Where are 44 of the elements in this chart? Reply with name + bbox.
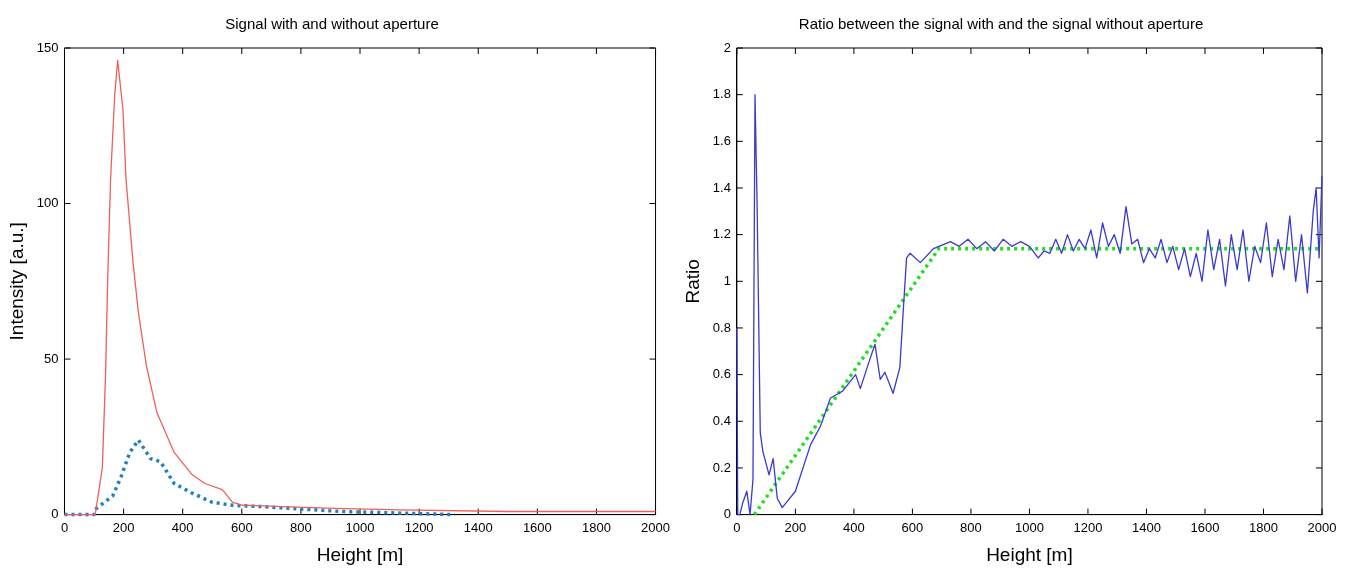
y-tick-label: 150 (36, 39, 59, 55)
y-tick-label: 0.4 (712, 412, 731, 428)
x-tick-label: 1400 (1132, 519, 1161, 535)
x-tick-label: 1600 (1190, 519, 1220, 535)
y-tick-label: 1.8 (712, 86, 731, 102)
x-tick-label: 2000 (1307, 519, 1337, 535)
x-tick-label: 800 (290, 519, 312, 535)
x-tick-label: 400 (171, 519, 194, 535)
y-tick-label: 0.2 (712, 459, 731, 475)
x-tick-label: 1000 (1014, 519, 1044, 535)
x-axis-title: Height [m] (316, 543, 404, 565)
y-tick-label: 1 (723, 272, 731, 288)
y-axis-title: Ratio (681, 259, 703, 304)
x-tick-label: 1600 (522, 519, 552, 535)
chart-title: Signal with and without aperture (225, 15, 439, 33)
y-tick-label: 50 (44, 350, 59, 366)
y-tick-label: 0 (51, 506, 59, 522)
x-tick-label: 1200 (1073, 519, 1103, 535)
x-tick-label: 2000 (641, 519, 670, 535)
y-tick-label: 2 (723, 39, 731, 55)
y-tick-label: 100 (36, 195, 59, 211)
x-tick-label: 200 (784, 519, 807, 535)
x-tick-label: 800 (960, 519, 982, 535)
x-tick-label: 0 (60, 519, 69, 535)
y-tick-label: 1.6 (712, 132, 731, 148)
chart-title: Ratio between the signal with and the signal without aperture (798, 15, 1204, 33)
x-axis-title: Height [m] (986, 543, 1073, 565)
y-tick-label: 1.2 (712, 226, 731, 242)
y-axis-title: Intensity [a.u.] (5, 222, 27, 341)
x-tick-label: 1200 (404, 519, 434, 535)
x-tick-label: 200 (112, 519, 135, 535)
x-tick-label: 1800 (1249, 519, 1278, 535)
x-tick-label: 1000 (345, 519, 375, 535)
y-tick-label: 0.8 (712, 319, 731, 335)
y-tick-label: 0.6 (712, 366, 731, 382)
x-tick-label: 1800 (581, 519, 611, 535)
x-tick-label: 600 (230, 519, 253, 535)
x-tick-label: 0 (733, 519, 741, 535)
x-tick-label: 1400 (463, 519, 493, 535)
y-tick-label: 1.4 (712, 179, 731, 195)
y-tick-label: 0 (723, 506, 731, 522)
line-series (62, 438, 457, 517)
x-tick-label: 400 (843, 519, 865, 535)
x-tick-label: 600 (901, 519, 924, 535)
